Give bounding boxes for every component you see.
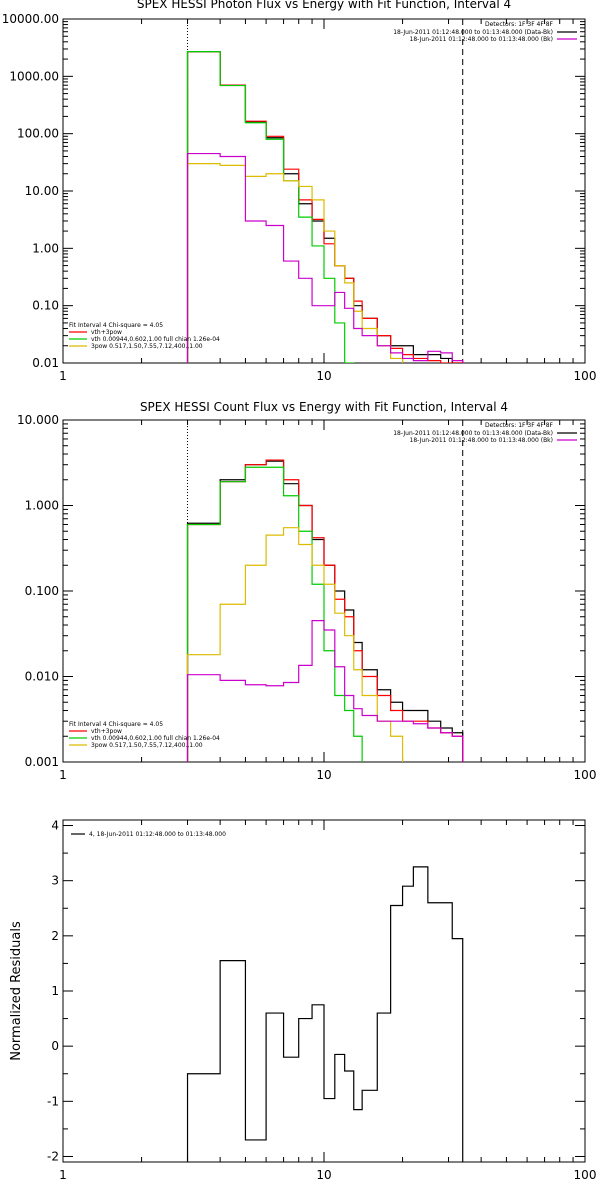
chart-panel-3: 1 10 100 -2 -1 0 1 2 3 4 Normalized Residuals 4, 18…: [9, 819, 596, 1182]
chart-title: SPEX HESSI Count Flux vs Energy with Fit…: [140, 400, 508, 414]
legend-header: Fit Interval 4 Chi-square = 4.05: [69, 322, 163, 329]
series-group: [186, 866, 464, 1162]
series-group: [186, 459, 464, 762]
y-tick-label: 4: [51, 819, 59, 833]
y-tick-label: 1: [51, 984, 59, 998]
y-tick-label: 0.001: [25, 755, 59, 769]
y-tick-label: 0: [51, 1039, 59, 1053]
series-line-1: [186, 866, 464, 1162]
y-tick-label: 1.00: [32, 241, 59, 255]
series-group: [186, 51, 464, 363]
series-line-2: [186, 51, 464, 363]
series-line-3: [186, 51, 355, 363]
series-line-4: [186, 163, 404, 363]
chart-panel-2: SPEX HESSI Count Flux vs Energy with Fit…: [17, 400, 597, 782]
series-line-2: [186, 459, 464, 762]
series-line-4: [186, 527, 404, 762]
legend-entry-label: 18-Jun-2011 01:12:48.000 to 01:13:48.000…: [393, 29, 553, 36]
legend-header: Detectors: 1F 3F 4F 8F: [485, 422, 554, 429]
x-tick-label: 10: [316, 768, 331, 782]
plot-frame: [62, 18, 586, 364]
series-line-1: [186, 51, 464, 363]
y-tick-label: 3: [51, 874, 59, 888]
legend-entry-label: 4, 18-Jun-2011 01:12:48.000 to 01:13:48.…: [89, 831, 226, 838]
legend-entry-label: 18-Jun-2011 01:12:48.000 to 01:13:48.000…: [410, 437, 553, 444]
legend-header: Detectors: 1F 3F 4F 8F: [485, 21, 554, 28]
chart-panel-1: SPEX HESSI Photon Flux vs Energy with Fi…: [2, 0, 597, 383]
x-tick-label: 100: [574, 369, 597, 383]
y-tick-label: 10.000: [17, 413, 59, 427]
y-tick-label: 2: [51, 929, 59, 943]
y-tick-label: -1: [47, 1094, 59, 1108]
y-tick-label: 1000.00: [9, 69, 59, 83]
x-tick-label: 1: [59, 369, 67, 383]
y-axis-label: Normalized Residuals: [9, 921, 24, 1061]
legend-entry-label: 3pow 0.517,1.50,7.55,7.12,400.,1.00: [91, 343, 203, 350]
y-tick-label: 100.00: [17, 127, 59, 141]
series-line-5: [186, 152, 464, 363]
chart-title: SPEX HESSI Photon Flux vs Energy with Fi…: [137, 0, 511, 11]
y-tick-label: 1.000: [25, 499, 59, 513]
series-line-5: [186, 620, 464, 762]
legend-header: Fit Interval 4 Chi-square = 4.05: [69, 721, 163, 728]
y-tick-label: 10000.00: [2, 12, 59, 26]
y-tick-label: 0.100: [25, 584, 59, 598]
x-tick-label: 1: [59, 768, 67, 782]
legend-entry-label: vth+3pow: [91, 329, 122, 336]
series-line-3: [186, 466, 363, 762]
y-tick-label: 0.01: [32, 356, 59, 370]
legend-entry-label: vth+3pow: [91, 728, 122, 735]
x-tick-label: 100: [574, 768, 597, 782]
plot-frame: [62, 819, 586, 1163]
legend-entry-label: 3pow 0.517,1.50,7.55,7.12,400.,1.00: [91, 742, 203, 749]
legend-entry-label: 18-Jun-2011 01:12:48.000 to 01:13:48.000…: [410, 36, 553, 43]
x-tick-label: 100: [574, 1168, 597, 1182]
y-tick-label: -2: [47, 1149, 59, 1163]
legend-entry-label: vth 0.00944,0.602,1.00 full chian 1.26e-…: [91, 336, 220, 343]
y-tick-label: 0.010: [25, 670, 59, 684]
legend-entry-label: 18-Jun-2011 01:12:48.000 to 01:13:48.000…: [393, 430, 553, 437]
y-tick-label: 10.00: [25, 184, 59, 198]
x-tick-label: 10: [316, 369, 331, 383]
x-tick-label: 10: [316, 1168, 331, 1182]
y-tick-label: 0.10: [32, 299, 59, 313]
x-tick-label: 1: [59, 1168, 67, 1182]
legend-entry-label: vth 0.00944,0.602,1.00 full chian 1.26e-…: [91, 735, 220, 742]
